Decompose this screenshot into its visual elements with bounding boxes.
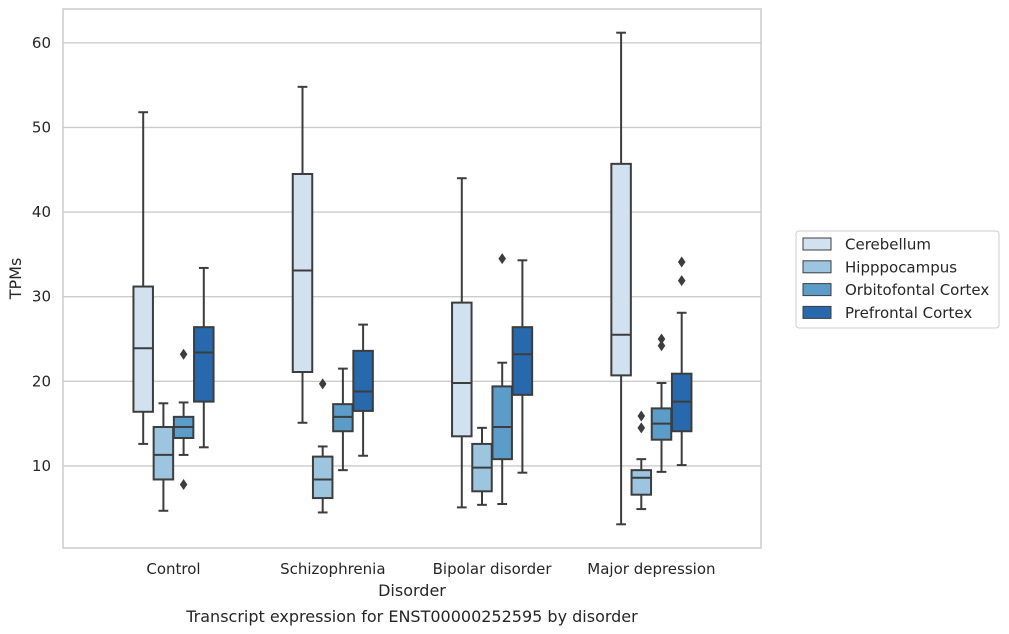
legend-label: Orbitofontal Cortex: [845, 281, 989, 299]
legend: Cerebellum Hipppocampus Orbitofontal Corte…: [795, 230, 1000, 329]
legend-swatch: [802, 260, 832, 274]
iqr-box: [630, 469, 653, 496]
outlier-point: [657, 340, 666, 352]
y-tick-label: 20: [32, 372, 51, 390]
box-prefrontal-cortex: [511, 259, 534, 474]
x-tick-label: Major depression: [587, 560, 715, 578]
y-tick-label: 40: [32, 203, 51, 221]
iqr-box: [311, 455, 334, 500]
iqr-box: [193, 326, 215, 403]
outlier-point: [677, 256, 686, 268]
iqr-box: [152, 426, 175, 481]
iqr-box: [291, 173, 314, 373]
outlier-point: [179, 348, 188, 360]
gridlines: [63, 42, 761, 467]
y-axis-label: TPMs: [6, 258, 25, 301]
legend-label: Hipppocampus: [845, 258, 957, 276]
outlier-point: [657, 333, 666, 345]
box-prefrontal-cortex: [193, 266, 215, 449]
box-prefrontal-cortex: [352, 323, 374, 457]
box-orbitofontal-cortex: [172, 348, 195, 491]
box-cerebellum: [291, 85, 314, 424]
outlier-point: [498, 253, 506, 265]
chart-caption: Transcript expression for ENST0000025259…: [185, 607, 638, 626]
x-axis-label: Disorder: [378, 581, 446, 600]
outlier-point: [677, 275, 686, 287]
legend-swatch: [802, 305, 832, 319]
box-hipppocampus: [311, 378, 334, 514]
legend-swatch: [802, 283, 832, 297]
x-tick-labels: Control Schizophrenia Bipolar disorder Majo…: [146, 560, 715, 578]
box-groups: [132, 31, 693, 526]
legend-swatch: [802, 237, 832, 251]
legend-frame: [795, 230, 1000, 329]
legend-label: Prefrontal Cortex: [845, 304, 972, 322]
y-tick-label: 50: [32, 118, 51, 136]
y-tick-label: 60: [32, 34, 51, 52]
box-hipppocampus: [471, 426, 493, 506]
x-tick-label: Bipolar disorder: [433, 560, 553, 578]
outlier-point: [318, 378, 327, 390]
box-cerebellum: [451, 177, 473, 509]
iqr-box: [610, 162, 632, 377]
iqr-box: [451, 301, 473, 438]
box-orbitofontal-cortex: [491, 253, 513, 505]
legend-label: Cerebellum: [845, 236, 931, 254]
outlier-point: [637, 410, 646, 422]
y-tick-labels: 10 20 30 40 50 60: [32, 34, 51, 475]
y-tick-label: 10: [32, 457, 51, 475]
outlier-point: [637, 422, 646, 434]
box-hipppocampus: [630, 410, 653, 511]
outlier-point: [179, 479, 188, 491]
iqr-box: [511, 326, 534, 396]
box-cerebellum: [610, 31, 632, 526]
y-tick-label: 30: [32, 288, 51, 306]
plot-frame: [62, 8, 762, 549]
box-prefrontal-cortex: [670, 256, 693, 467]
box-cerebellum: [132, 111, 154, 445]
box-hipppocampus: [152, 402, 175, 512]
x-tick-label: Schizophrenia: [280, 560, 385, 578]
iqr-box: [491, 385, 513, 461]
x-tick-label: Control: [146, 560, 200, 578]
iqr-box: [352, 349, 374, 412]
box-orbitofontal-cortex: [332, 367, 354, 472]
